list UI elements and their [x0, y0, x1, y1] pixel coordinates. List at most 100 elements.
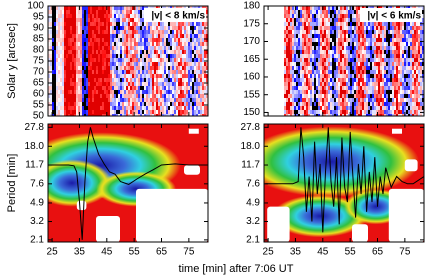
image-cell — [416, 98, 418, 102]
image-cell — [330, 78, 332, 82]
image-cell — [146, 50, 148, 54]
image-cell — [348, 50, 350, 54]
image-cell — [414, 22, 416, 26]
image-cell — [52, 30, 54, 34]
image-cell — [124, 106, 126, 110]
image-cell — [158, 62, 160, 66]
image-cell — [84, 50, 86, 54]
image-cell — [88, 98, 90, 102]
image-cell — [90, 106, 92, 110]
image-cell — [410, 106, 412, 110]
image-cell — [68, 106, 70, 110]
image-cell — [74, 58, 76, 62]
image-cell — [168, 86, 170, 90]
image-cell — [74, 22, 76, 26]
y-tick-label: 80 — [33, 45, 45, 56]
image-cell — [116, 78, 118, 82]
image-cell — [172, 50, 174, 54]
image-cell — [190, 22, 192, 26]
image-cell — [104, 82, 106, 86]
image-cell — [286, 22, 288, 26]
image-cell — [150, 38, 152, 42]
image-cell — [154, 26, 156, 30]
image-cell — [90, 46, 92, 50]
image-cell — [152, 62, 154, 66]
image-cell — [388, 94, 390, 98]
image-cell — [418, 98, 420, 102]
image-cell — [380, 94, 382, 98]
image-cell — [336, 74, 338, 78]
image-cell — [388, 110, 390, 114]
image-cell — [140, 34, 142, 38]
image-cell — [272, 54, 274, 58]
image-cell — [338, 26, 340, 30]
image-cell — [136, 62, 138, 66]
image-cell — [56, 82, 58, 86]
image-cell — [116, 94, 118, 98]
image-cell — [52, 62, 54, 66]
image-cell — [394, 50, 396, 54]
image-cell — [84, 34, 86, 38]
image-cell — [200, 46, 202, 50]
image-cell — [316, 94, 318, 98]
image-cell — [70, 30, 72, 34]
image-cell — [182, 78, 184, 82]
image-cell — [396, 62, 398, 66]
image-cell — [336, 110, 338, 114]
image-cell — [112, 74, 114, 78]
image-cell — [198, 62, 200, 66]
image-cell — [140, 78, 142, 82]
image-cell — [274, 42, 276, 46]
image-cell — [334, 98, 336, 102]
image-cell — [118, 98, 120, 102]
image-cell — [288, 50, 290, 54]
image-cell — [72, 70, 74, 74]
image-cell — [132, 50, 134, 54]
image-cell — [98, 38, 100, 42]
image-cell — [180, 50, 182, 54]
image-cell — [134, 46, 136, 50]
image-cell — [188, 54, 190, 58]
image-cell — [200, 82, 202, 86]
image-cell — [98, 70, 100, 74]
image-cell — [90, 6, 92, 10]
image-cell — [116, 22, 118, 26]
image-cell — [290, 46, 292, 50]
image-cell — [388, 86, 390, 90]
image-cell — [380, 110, 382, 114]
image-cell — [288, 42, 290, 46]
image-cell — [178, 42, 180, 46]
insignificant-region — [389, 189, 424, 242]
image-cell — [92, 86, 94, 90]
image-cell — [286, 6, 288, 10]
image-cell — [276, 46, 278, 50]
image-cell — [146, 22, 148, 26]
image-cell — [118, 62, 120, 66]
image-cell — [92, 14, 94, 18]
image-cell — [168, 62, 170, 66]
image-cell — [128, 82, 130, 86]
y-tick-label: 2.1 — [30, 235, 44, 246]
image-cell — [60, 26, 62, 30]
image-cell — [120, 106, 122, 110]
image-cell — [286, 14, 288, 18]
image-cell — [58, 38, 60, 42]
image-cell — [374, 30, 376, 34]
image-cell — [52, 102, 54, 106]
image-cell — [142, 94, 144, 98]
image-cell — [268, 46, 270, 50]
image-cell — [144, 78, 146, 82]
image-cell — [138, 30, 140, 34]
image-cell — [174, 110, 176, 114]
image-cell — [74, 90, 76, 94]
image-cell — [78, 54, 80, 58]
image-cell — [374, 98, 376, 102]
image-cell — [356, 74, 358, 78]
image-cell — [330, 106, 332, 110]
image-cell — [404, 30, 406, 34]
image-cell — [94, 34, 96, 38]
image-cell — [274, 14, 276, 18]
image-cell — [374, 78, 376, 82]
image-cell — [190, 66, 192, 70]
image-cell — [146, 34, 148, 38]
